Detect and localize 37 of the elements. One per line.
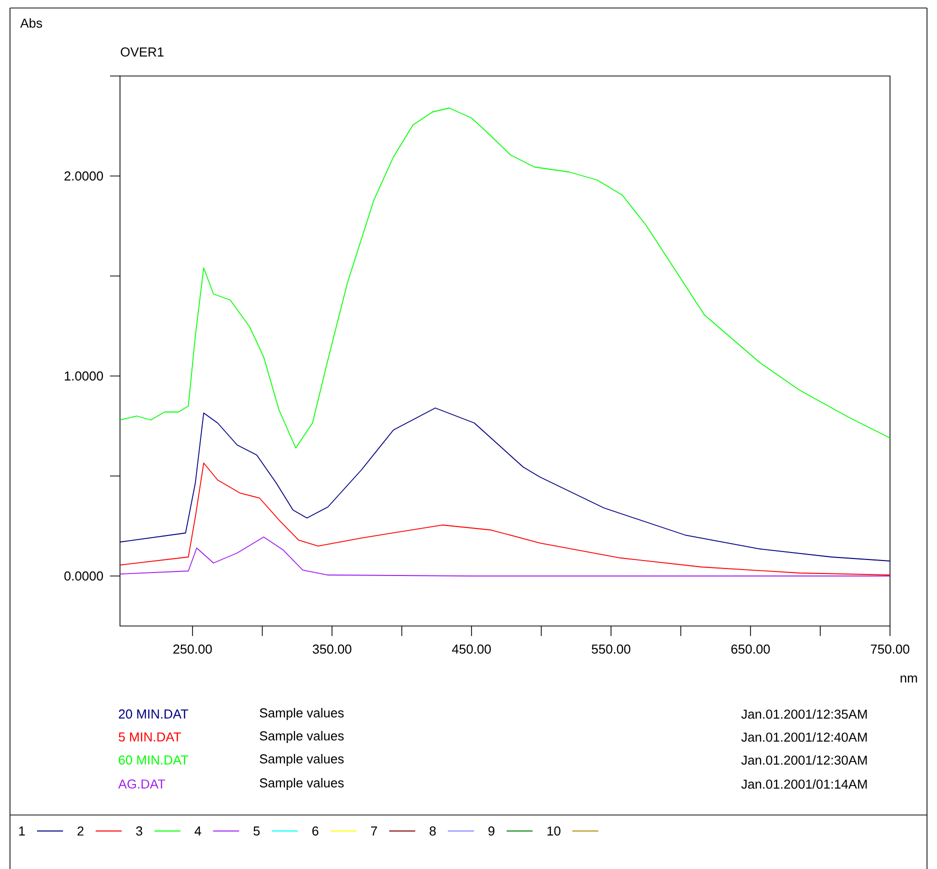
x-tick-label: 350.00 xyxy=(312,644,352,654)
line-series xyxy=(120,108,890,448)
text: 1 xyxy=(19,826,25,836)
text: 2 xyxy=(78,826,84,836)
text: 5 MIN.DAT xyxy=(118,732,181,742)
line-series xyxy=(120,462,890,576)
text: 60 MIN.DAT xyxy=(118,755,188,765)
x-tick-label: 250.00 xyxy=(173,644,212,654)
text: Jan.01.2001/01:14AM xyxy=(741,779,867,789)
x-tick-label: 550.00 xyxy=(592,644,630,654)
text: Sample values xyxy=(260,730,344,744)
text: 6 xyxy=(312,826,318,836)
chart-title: OVER1 xyxy=(120,47,164,57)
y-tick-label: 0.0000 xyxy=(64,571,103,581)
text: Sample values xyxy=(260,754,344,766)
text: Sample values xyxy=(260,778,344,790)
text: 8 xyxy=(430,826,436,836)
x-axis-title: nm xyxy=(900,676,917,682)
x-tick-label: 650.00 xyxy=(731,644,770,654)
x-tick-label: 450.00 xyxy=(452,644,491,654)
y-tick-label: 2.0000 xyxy=(64,171,103,181)
text: 7 xyxy=(371,826,377,836)
y-tick-label: 1.0000 xyxy=(64,371,103,381)
text: Sample values xyxy=(260,708,344,720)
text: Jan.01.2001/12:35AM xyxy=(741,709,867,719)
text: 3 xyxy=(136,826,142,836)
text: AG.DAT xyxy=(118,779,166,789)
text: 20 MIN.DAT xyxy=(118,709,188,719)
x-tick-label: 750.00 xyxy=(870,644,910,654)
y-axis-title: Abs xyxy=(20,18,42,28)
text: Jan.01.2001/12:30AM xyxy=(741,755,867,765)
text: 4 xyxy=(194,826,202,836)
text: 5 xyxy=(254,826,260,836)
text: 9 xyxy=(488,826,494,836)
text: Jan.01.2001/12:40AM xyxy=(741,732,867,742)
text: 10 xyxy=(547,826,560,836)
line-series xyxy=(120,408,890,562)
